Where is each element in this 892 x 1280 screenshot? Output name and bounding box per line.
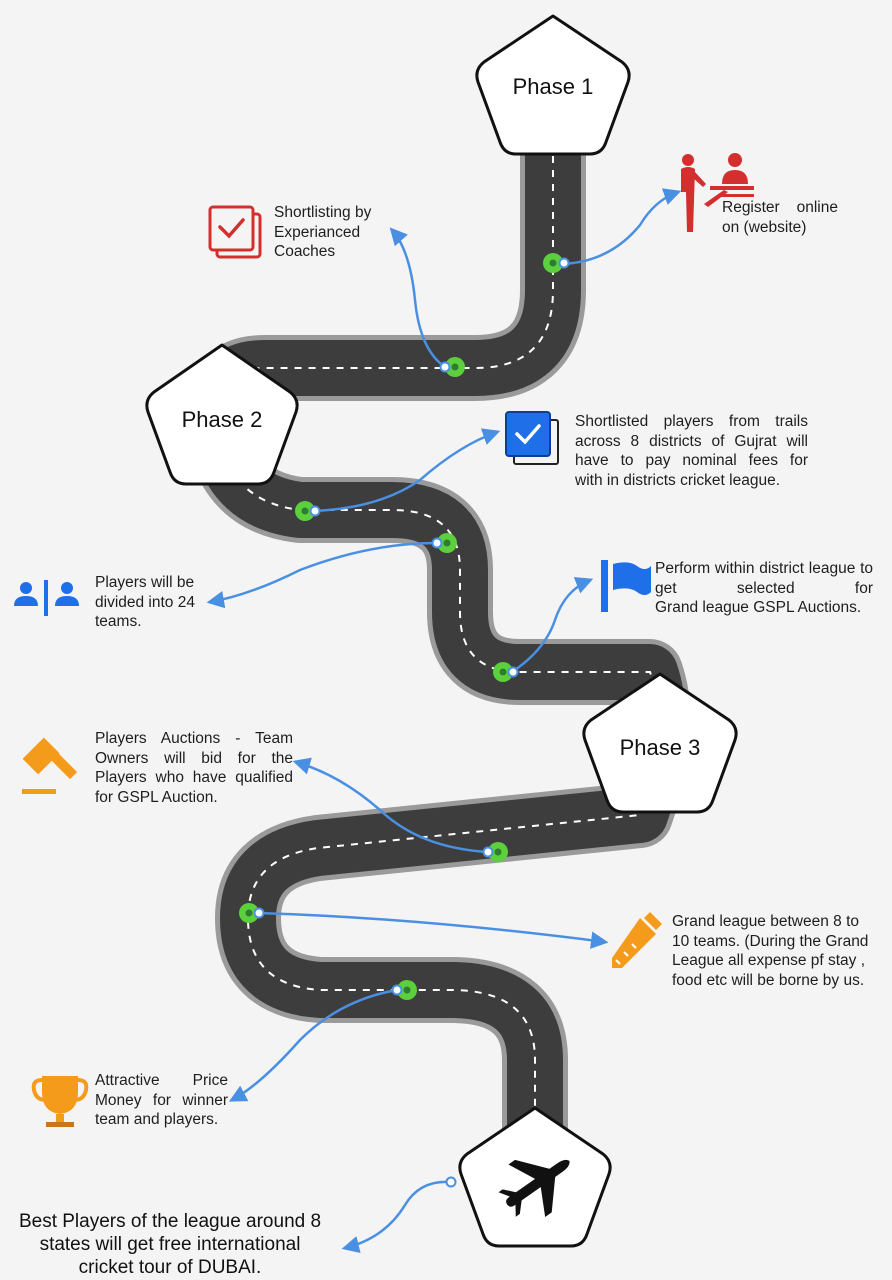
connector-fees [313, 428, 501, 513]
cricket-bat-icon [612, 912, 662, 968]
checkbox-icon [505, 411, 559, 465]
auction-line-3: Players who have qualified [95, 769, 293, 786]
trophy-icon [31, 1076, 89, 1127]
finale-text: Best Players of the league around 8 stat… [0, 1210, 340, 1279]
phase-1-label: Phase 1 [513, 74, 594, 99]
grand-line-3: League all expense pf stay , [672, 952, 866, 969]
perform-line-3: Grand league GSPL Auctions. [655, 599, 862, 616]
finale-node [458, 1106, 612, 1248]
marker-shortlisting [439, 357, 465, 377]
grand-line-2: 10 teams. (During the Grand [672, 932, 869, 950]
phase-3-node: Phase 3 [582, 672, 738, 814]
finale-line-1: Best Players of the league around 8 [18, 1211, 322, 1232]
connector-perform [511, 577, 594, 674]
perform-text: Perform within district league to get se… [655, 559, 873, 618]
auction-line-1: Players Auctions - Team [95, 730, 293, 747]
marker-fees [295, 501, 321, 521]
fees-line-1: Shortlisted players from trails [575, 413, 808, 430]
prize-line-3: team and players. [95, 1111, 219, 1128]
marker-prize [391, 980, 417, 1000]
prize-line-2: Money for winner [95, 1091, 228, 1109]
shortlisting-line-3: Coaches [274, 243, 336, 260]
connector-register [561, 188, 682, 266]
marker-auction [482, 842, 508, 862]
checklist-icon [208, 205, 262, 259]
marker-perform [493, 662, 519, 682]
teams-line-3: teams. [95, 613, 142, 630]
auction-text: Players Auctions - Team Owners will bid … [95, 729, 293, 807]
flag-icon [601, 560, 651, 612]
connector-shortlisting [389, 227, 446, 369]
connector-grand [257, 911, 609, 949]
prize-text: Attractive Price Money for winner team a… [95, 1071, 228, 1130]
finale-line-2: states will get free international [39, 1234, 301, 1255]
register-line-2: on (website) [722, 218, 807, 236]
fees-line-2: across 8 districts of Gujrat will [575, 432, 808, 450]
teams-line-1: Players will be [95, 574, 195, 591]
register-text: Register online on (website) [722, 198, 838, 237]
phase-2-node: Phase 2 [145, 343, 299, 486]
connector-finale [341, 1180, 451, 1254]
marker-finale [445, 1176, 457, 1188]
marker-teams [431, 533, 457, 553]
connector-teams [206, 541, 438, 609]
airplane-icon [498, 1159, 570, 1217]
phase-1-node: Phase 1 [475, 14, 631, 156]
connectors [206, 188, 682, 1254]
auction-line-4: for GSPL Auction. [95, 788, 218, 806]
connector-prize [228, 988, 398, 1102]
perform-line-2: league to get selected for [655, 560, 873, 597]
connector-auction [292, 757, 489, 854]
teams-text: Players will be divided into 24 teams. [95, 573, 215, 632]
gavel-icon [22, 737, 78, 794]
road-markers [239, 253, 570, 1188]
marker-grand [239, 903, 265, 923]
shortlisting-line-1: Shortlisting by [274, 204, 372, 221]
register-line-1: Register online [722, 199, 838, 216]
road [185, 100, 691, 1180]
prize-line-1: Attractive Price [95, 1072, 228, 1089]
teams-line-2: divided into 24 [95, 593, 195, 611]
finale-line-3: cricket tour of DUBAI. [78, 1257, 262, 1278]
fees-line-3: have to pay nominal fees for [575, 452, 808, 469]
grand-line-4: food etc will be borne by us. [672, 971, 865, 989]
fees-text: Shortlisted players from trails across 8… [575, 412, 808, 490]
phase-2-label: Phase 2 [182, 407, 263, 432]
grand-line-1: Grand league between 8 to [672, 913, 859, 930]
perform-line-1: Perform within district [655, 560, 805, 577]
auction-line-2: Owners will bid for the [95, 749, 293, 767]
grand-text: Grand league between 8 to 10 teams. (Dur… [672, 912, 887, 990]
phase-3-label: Phase 3 [620, 735, 701, 760]
marker-register [543, 253, 570, 273]
shortlisting-text: Shortlisting by Experianced Coaches [274, 203, 394, 262]
registration-desk-icon [681, 153, 754, 232]
two-players-icon [14, 580, 79, 616]
shortlisting-line-2: Experianced [274, 223, 361, 241]
fees-line-4: with in districts cricket league. [575, 471, 781, 489]
